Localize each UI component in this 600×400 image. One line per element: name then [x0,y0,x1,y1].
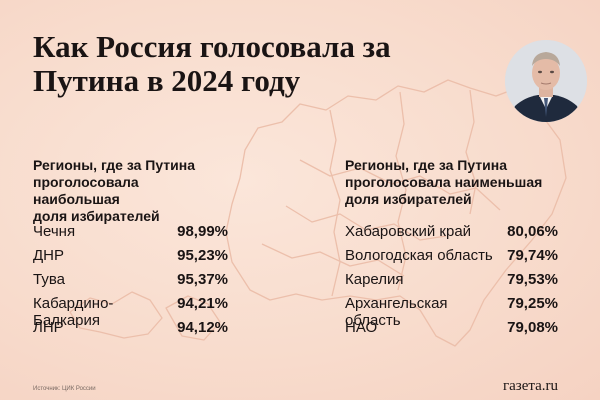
heading-line: доля избирателей [33,208,160,224]
region-name: Карелия [345,271,404,288]
portrait-icon [505,40,587,122]
table-row: ЛНР 94,12% [33,319,228,343]
table-row: Вологодская область 79,74% [345,247,558,271]
table-row: ДНР 95,23% [33,247,228,271]
table-row: НАО 79,08% [345,319,558,343]
region-name: Чечня [33,223,76,240]
table-row: Архангельская область 79,25% [345,295,558,329]
table-row: Кабардино-Балкария 94,21% [33,295,228,329]
portrait-photo [505,40,587,122]
vote-share: 94,12% [177,319,228,336]
heading-line: Регионы, где за Путина [345,157,507,173]
page-title: Как Россия голосовала за Путина в 2024 г… [33,30,463,98]
least-votes-heading: Регионы, где за Путина проголосовала наи… [345,157,558,223]
vote-share: 79,74% [507,247,558,264]
least-votes-column: Регионы, где за Путина проголосовала наи… [345,157,558,343]
title-line-2: Путина в 2024 году [33,63,301,98]
source-note: Источник: ЦИК России [33,386,96,392]
vote-share: 95,23% [177,247,228,264]
region-name: Тува [33,271,65,288]
region-name: ЛНР [33,319,64,336]
region-name: Кабардино-Балкария [33,295,114,329]
vote-share: 79,25% [507,295,558,312]
heading-line: проголосовала наибольшая [33,174,139,207]
brand-logo[interactable]: газета.ru [503,378,559,394]
region-name: НАО [345,319,378,336]
heading-line: Регионы, где за Путина [33,157,195,173]
vote-share: 80,06% [507,223,558,240]
table-row: Чечня 98,99% [33,223,228,247]
table-row: Хабаровский край 80,06% [345,223,558,247]
region-name: Вологодская область [345,247,493,264]
vote-share: 79,53% [507,271,558,288]
vote-share: 98,99% [177,223,228,240]
vote-share: 95,37% [177,271,228,288]
region-name: Хабаровский край [345,223,472,240]
table-row: Тува 95,37% [33,271,228,295]
most-votes-heading: Регионы, где за Путина проголосовала наи… [33,157,228,224]
region-name: Архангельская область [345,295,448,329]
vote-share: 79,08% [507,319,558,336]
most-votes-column: Регионы, где за Путина проголосовала наи… [33,157,228,343]
title-line-1: Как Россия голосовала за [33,29,391,64]
heading-line: проголосовала наименьшая [345,174,543,190]
table-row: Карелия 79,53% [345,271,558,295]
region-name: ДНР [33,247,64,264]
vote-share: 94,21% [177,295,228,312]
heading-line: доля избирателей [345,191,472,207]
